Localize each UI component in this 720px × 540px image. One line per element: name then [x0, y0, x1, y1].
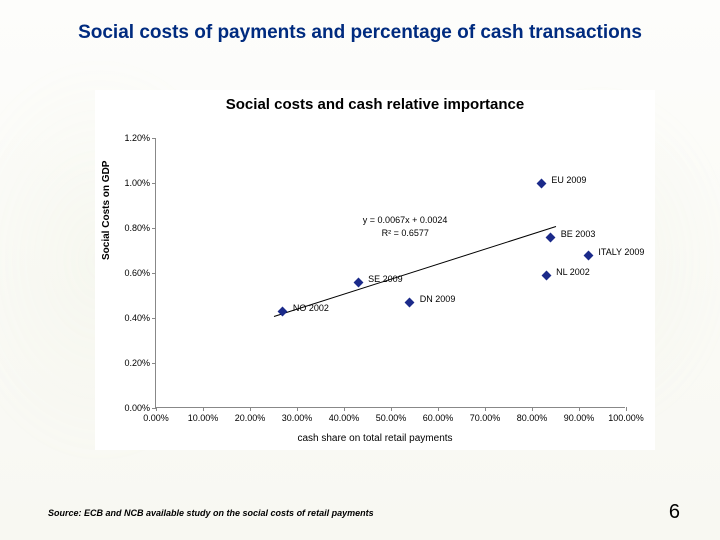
ytick-mark: [152, 273, 156, 274]
xtick-label: 40.00%: [329, 413, 360, 423]
ytick-label: 1.20%: [124, 133, 150, 143]
ytick-mark: [152, 363, 156, 364]
diamond-marker-icon: [546, 232, 556, 242]
xtick-mark: [156, 407, 157, 411]
xtick-mark: [579, 407, 580, 411]
xtick-mark: [485, 407, 486, 411]
ytick-label: 1.00%: [124, 178, 150, 188]
ytick-mark: [152, 318, 156, 319]
ytick-label: 0.60%: [124, 268, 150, 278]
xtick-label: 20.00%: [235, 413, 266, 423]
xtick-mark: [438, 407, 439, 411]
xtick-mark: [391, 407, 392, 411]
diamond-marker-icon: [536, 178, 546, 188]
x-axis-label: cash share on total retail payments: [95, 433, 655, 444]
data-point-label: DN 2009: [420, 294, 456, 304]
diamond-marker-icon: [541, 270, 551, 280]
diamond-marker-icon: [353, 277, 363, 287]
xtick-label: 100.00%: [608, 413, 644, 423]
chart-container: Social costs and cash relative importanc…: [95, 90, 655, 450]
ytick-label: 0.00%: [124, 403, 150, 413]
diamond-marker-icon: [583, 250, 593, 260]
xtick-label: 0.00%: [143, 413, 169, 423]
ytick-label: 0.40%: [124, 313, 150, 323]
xtick-label: 30.00%: [282, 413, 313, 423]
xtick-mark: [297, 407, 298, 411]
xtick-label: 80.00%: [517, 413, 548, 423]
xtick-label: 50.00%: [376, 413, 407, 423]
ytick-mark: [152, 138, 156, 139]
ytick-label: 0.80%: [124, 223, 150, 233]
data-point-label: SE 2009: [368, 274, 403, 284]
xtick-mark: [532, 407, 533, 411]
xtick-label: 70.00%: [470, 413, 501, 423]
ytick-mark: [152, 228, 156, 229]
ytick-mark: [152, 183, 156, 184]
slide-title: Social costs of payments and percentage …: [0, 22, 720, 44]
page-number: 6: [669, 501, 680, 524]
xtick-mark: [203, 407, 204, 411]
xtick-label: 10.00%: [188, 413, 219, 423]
ytick-label: 0.20%: [124, 358, 150, 368]
chart-title: Social costs and cash relative importanc…: [95, 96, 655, 113]
xtick-label: 60.00%: [423, 413, 454, 423]
data-point-label: EU 2009: [551, 175, 586, 185]
equation-line2: R² = 0.6577: [382, 228, 429, 238]
xtick-mark: [344, 407, 345, 411]
y-axis-label: Social Costs on GDP: [101, 161, 112, 260]
diamond-marker-icon: [405, 297, 415, 307]
equation-line1: y = 0.0067x + 0.0024: [363, 215, 448, 225]
xtick-label: 90.00%: [564, 413, 595, 423]
data-point-label: ITALY 2009: [598, 247, 644, 257]
xtick-mark: [250, 407, 251, 411]
data-point-label: NO 2002: [293, 303, 329, 313]
xtick-mark: [626, 407, 627, 411]
source-footnote: Source: ECB and NCB available study on t…: [48, 508, 374, 518]
data-point-label: NL 2002: [556, 267, 590, 277]
data-point-label: BE 2003: [561, 229, 596, 239]
scatter-plot: 0.00%0.20%0.40%0.60%0.80%1.00%1.20%0.00%…: [155, 138, 625, 408]
